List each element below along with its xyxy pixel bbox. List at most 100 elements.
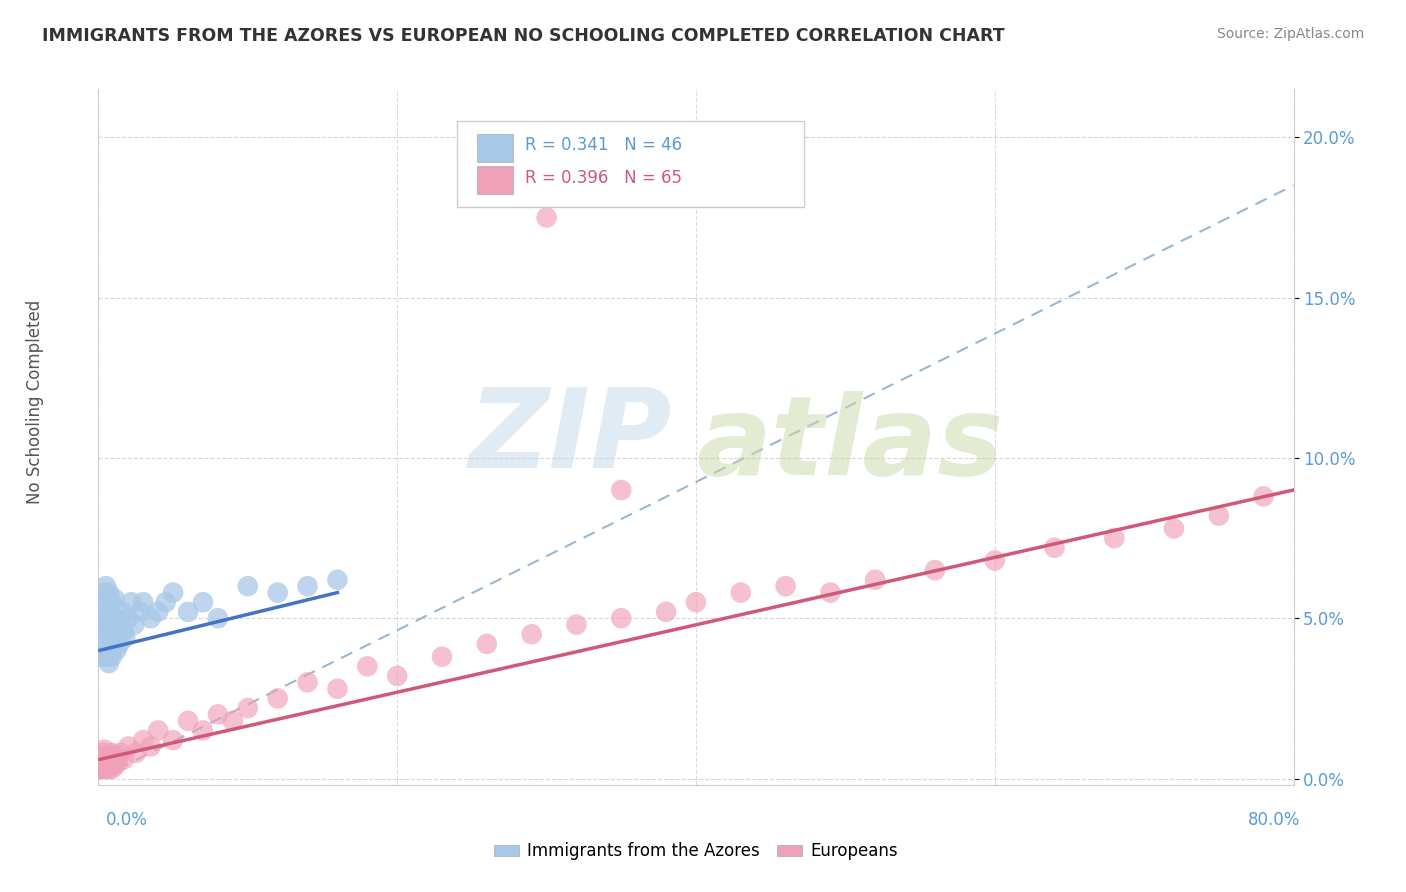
Text: Source: ZipAtlas.com: Source: ZipAtlas.com [1216,27,1364,41]
Point [97,617,120,632]
Point [103,617,125,632]
Point [125,746,148,760]
Point [94,643,117,657]
Point [101,649,124,664]
Text: 0.0%: 0.0% [105,811,148,829]
Point [120,595,142,609]
Point [1208,508,1230,523]
Point [97,756,120,770]
Text: ZIP: ZIP [468,384,672,491]
Point [93,637,115,651]
Point [94,611,117,625]
Text: atlas: atlas [696,391,1004,498]
Point [110,617,132,632]
Point [191,595,214,609]
Point [177,714,200,728]
Point [222,714,245,728]
Point [430,649,453,664]
Point [775,579,797,593]
Point [101,595,124,609]
Legend: Immigrants from the Azores, Europeans: Immigrants from the Azores, Europeans [488,836,904,867]
Point [96,752,118,766]
Point [91,746,114,760]
Point [111,605,134,619]
Point [94,762,117,776]
Point [610,611,633,625]
Point [97,656,120,670]
Point [93,758,115,772]
Point [107,756,129,770]
Point [94,749,117,764]
Point [191,723,214,738]
Point [89,758,111,772]
Point [93,752,115,766]
Bar [477,166,513,194]
Point [96,595,118,609]
Point [132,595,155,609]
Point [129,605,152,619]
Point [297,579,319,593]
Point [90,756,112,770]
Point [1104,531,1126,545]
Point [177,605,200,619]
Point [96,649,118,664]
Point [94,756,117,770]
Point [267,691,290,706]
Point [162,733,184,747]
Point [105,752,128,766]
Point [103,637,125,651]
Point [326,681,349,696]
Point [139,611,162,625]
Point [162,585,184,599]
Point [1163,521,1185,535]
Point [236,701,259,715]
Point [105,611,128,625]
Point [356,659,378,673]
Point [267,585,290,599]
Point [103,749,125,764]
Point [148,605,170,619]
Point [90,649,112,664]
Text: IMMIGRANTS FROM THE AZORES VS EUROPEAN NO SCHOOLING COMPLETED CORRELATION CHART: IMMIGRANTS FROM THE AZORES VS EUROPEAN N… [42,27,1005,45]
Point [475,637,498,651]
Point [91,762,114,776]
Point [93,585,115,599]
Text: No Schooling Completed: No Schooling Completed [27,300,44,503]
Point [983,553,1005,567]
Point [536,211,558,225]
Point [685,595,707,609]
Point [107,627,129,641]
Point [91,605,114,619]
Point [97,762,120,776]
Point [117,611,139,625]
Point [297,675,319,690]
Point [98,758,122,772]
Point [90,762,112,776]
Point [105,643,128,657]
Point [1253,489,1275,503]
Point [385,669,409,683]
Point [132,733,155,747]
Point [730,585,752,599]
Point [655,605,678,619]
Point [114,631,136,645]
Point [820,585,842,599]
Point [520,627,543,641]
Point [610,483,633,497]
Point [91,617,114,632]
Point [96,758,118,772]
Point [98,752,122,766]
Point [112,624,135,638]
Point [207,707,229,722]
Point [117,739,139,754]
Point [93,742,115,756]
Point [207,611,229,625]
Point [103,756,125,770]
Point [110,746,132,760]
Point [101,762,124,776]
Point [90,749,112,764]
Point [148,723,170,738]
Point [94,579,117,593]
FancyBboxPatch shape [457,120,804,208]
Point [924,563,946,577]
